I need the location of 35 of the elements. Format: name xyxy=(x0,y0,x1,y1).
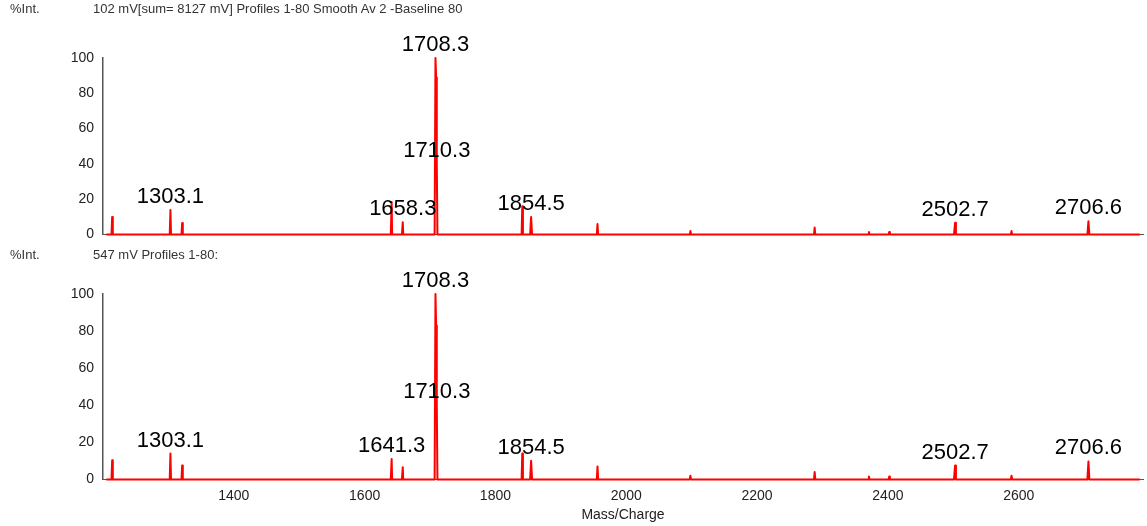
annotation: 2502.7 xyxy=(921,195,989,221)
y-tick-label: 80 xyxy=(78,321,95,338)
y-tick-label: 100 xyxy=(70,284,95,301)
y-tick-label: 0 xyxy=(86,225,95,242)
y-tick-label: 80 xyxy=(78,84,95,101)
y-axis-title: %Int. xyxy=(9,0,41,18)
y-tick-label: 60 xyxy=(78,359,95,376)
annotation: 1708.3 xyxy=(401,31,470,57)
x-tick-label: 1800 xyxy=(479,486,512,503)
annotation: 2706.6 xyxy=(1054,434,1123,460)
y-tick-label: 40 xyxy=(78,154,95,171)
x-tick-label: 2600 xyxy=(1003,486,1035,503)
annotation: 1303.1 xyxy=(136,182,205,208)
x-axis-title: Mass/Charge xyxy=(581,506,665,523)
chart-title: 547 mV Profiles 1-80: xyxy=(93,246,219,264)
x-tick-label: 1600 xyxy=(349,486,381,503)
x-tick-label: 1400 xyxy=(218,486,250,503)
y-tick-label: 20 xyxy=(78,190,95,207)
annotation: 2502.7 xyxy=(921,438,989,464)
annotation: 2706.6 xyxy=(1054,194,1123,220)
x-tick-label: 2000 xyxy=(610,486,643,503)
y-axis-title: %Int. xyxy=(9,246,41,264)
annotation: 1854.5 xyxy=(497,433,565,459)
annotation: 1708.3 xyxy=(401,267,470,293)
x-tick-label: 2400 xyxy=(872,486,904,503)
chart-title: 102 mV[sum= 8127 mV] Profiles 1-80 Smooth Av 2 -Baseline 80 xyxy=(93,0,463,18)
annotation: 1641.3 xyxy=(358,432,426,458)
y-tick-label: 100 xyxy=(70,48,95,65)
y-tick-label: 40 xyxy=(78,396,95,413)
y-tick-label: 20 xyxy=(78,433,95,450)
x-tick-label: 2200 xyxy=(741,486,773,503)
y-tick-label: 60 xyxy=(78,119,95,136)
annotation: 1854.5 xyxy=(497,190,565,215)
y-tick-label: 0 xyxy=(86,470,95,487)
annotation: 1303.1 xyxy=(136,426,205,452)
